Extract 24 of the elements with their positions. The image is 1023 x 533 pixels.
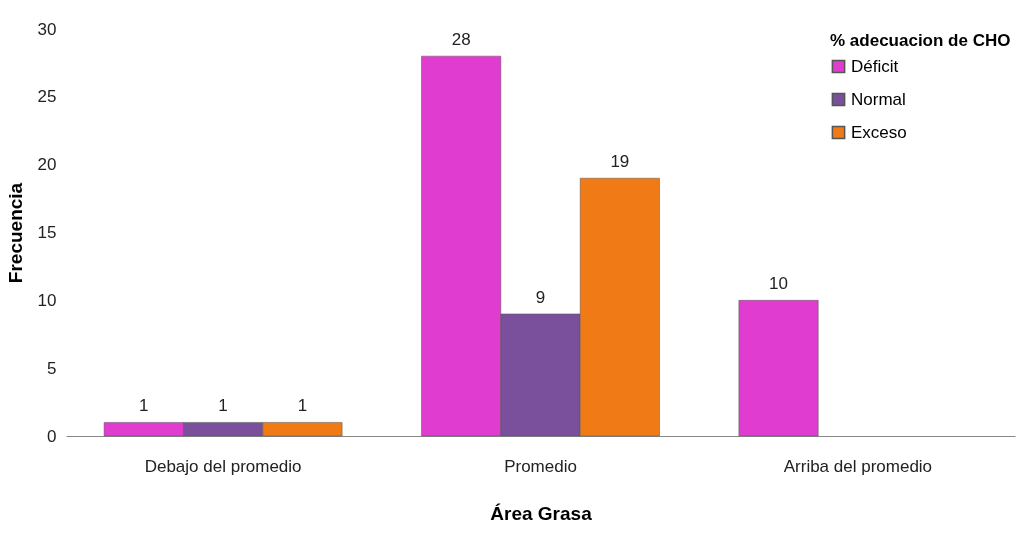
data-label: 19 xyxy=(610,152,630,172)
y-tick-label: 20 xyxy=(37,155,57,175)
data-label: 1 xyxy=(139,396,149,416)
x-tick-label: Arriba del promedio xyxy=(783,456,933,476)
y-tick-label: 25 xyxy=(37,87,57,107)
x-tick-label: Promedio xyxy=(504,456,577,476)
data-label: 1 xyxy=(297,396,308,416)
x-axis-title: Área Grasa xyxy=(490,502,593,524)
y-tick-label: 10 xyxy=(37,290,57,310)
legend-label: Exceso xyxy=(851,122,907,142)
bar xyxy=(738,300,819,437)
legend-title: % adecuacion de CHO xyxy=(830,31,1011,50)
data-label: 9 xyxy=(535,287,546,307)
y-tick-label: 5 xyxy=(47,358,57,378)
y-tick-label: 30 xyxy=(37,19,57,39)
x-tick-label: Debajo del promedio xyxy=(144,456,302,476)
legend-label: Normal xyxy=(851,89,906,109)
data-label: 10 xyxy=(769,274,788,294)
data-label: 28 xyxy=(451,30,471,50)
y-axis-title: Frecuencia xyxy=(4,182,26,284)
y-tick-label: 15 xyxy=(37,223,57,242)
y-tick-label: 0 xyxy=(47,426,57,446)
legend-label: Déficit xyxy=(851,56,899,76)
data-label: 1 xyxy=(218,396,228,416)
